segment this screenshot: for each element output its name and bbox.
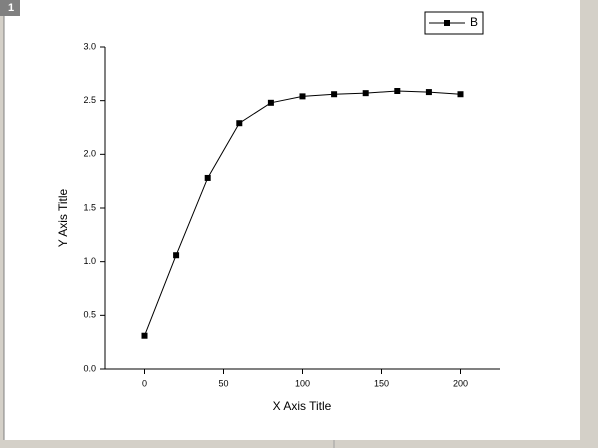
x-tick-label: 200 — [453, 378, 468, 388]
x-tick-label: 50 — [218, 378, 228, 388]
y-tick-label: 1.5 — [83, 202, 96, 212]
y-tick-label: 0.5 — [83, 310, 96, 320]
page-area — [4, 0, 580, 440]
x-axis-title: X Axis Title — [273, 399, 332, 413]
data-point — [141, 332, 148, 339]
data-point — [394, 88, 401, 95]
y-tick-label: 2.5 — [83, 95, 96, 105]
legend-marker — [444, 20, 450, 26]
data-point — [267, 99, 274, 106]
data-point — [204, 174, 211, 181]
y-tick-label: 0.0 — [83, 363, 96, 373]
window-label: 1 — [8, 2, 14, 14]
legend-label: B — [470, 15, 478, 29]
y-axis-title: Y Axis Title — [56, 188, 70, 247]
window-tab — [0, 0, 20, 16]
y-tick-label: 2.0 — [83, 149, 96, 159]
y-tick-label: 1.0 — [83, 256, 96, 266]
x-tick-label: 150 — [374, 378, 389, 388]
data-point — [425, 89, 432, 96]
data-point — [299, 93, 306, 100]
data-point — [236, 120, 243, 127]
data-point — [362, 90, 369, 97]
x-tick-label: 0 — [142, 378, 147, 388]
y-tick-label: 3.0 — [83, 41, 96, 51]
x-tick-label: 100 — [295, 378, 310, 388]
data-point — [457, 91, 464, 98]
data-point — [173, 252, 180, 259]
data-point — [331, 91, 338, 98]
